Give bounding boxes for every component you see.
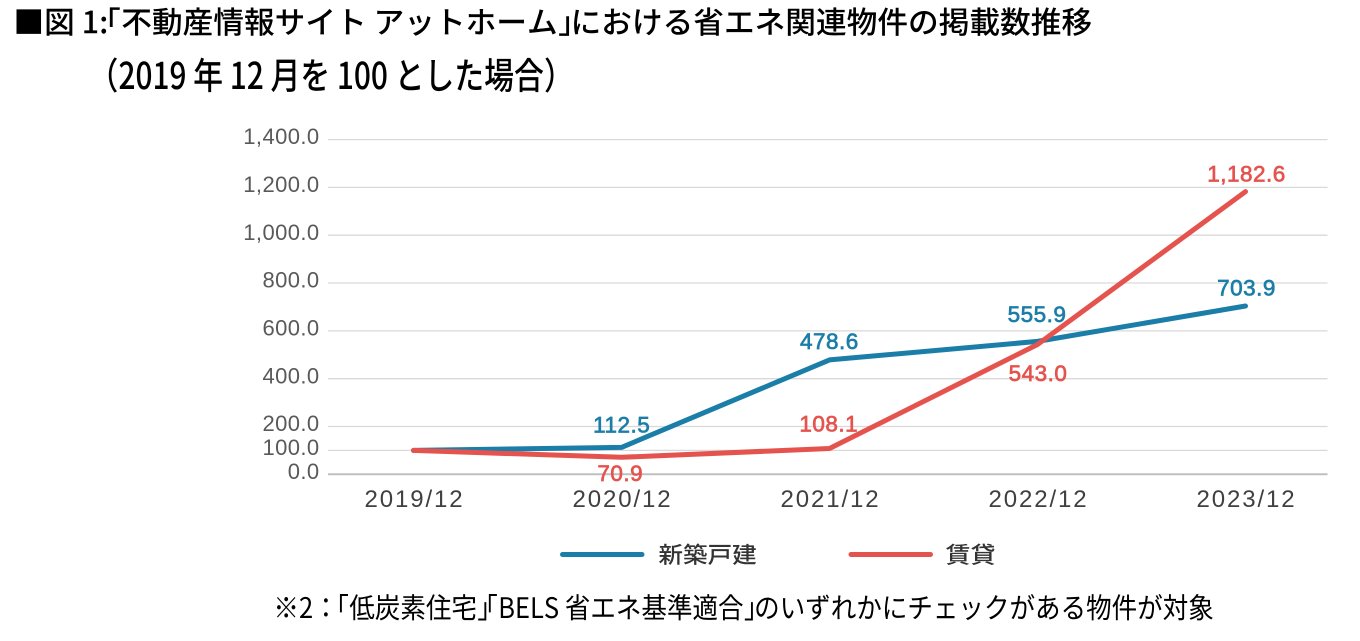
svg-text:70.9: 70.9: [597, 461, 643, 486]
svg-text:2023/12: 2023/12: [1196, 486, 1296, 513]
svg-text:2021/12: 2021/12: [780, 486, 880, 513]
svg-text:1,000.0: 1,000.0: [243, 220, 319, 245]
svg-text:703.9: 703.9: [1217, 276, 1276, 301]
svg-text:2019/12: 2019/12: [364, 486, 464, 513]
svg-text:100.0: 100.0: [262, 435, 319, 460]
svg-text:800.0: 800.0: [262, 268, 319, 293]
svg-text:543.0: 543.0: [1009, 361, 1068, 386]
svg-text:555.9: 555.9: [1008, 302, 1067, 327]
svg-text:2022/12: 2022/12: [988, 486, 1088, 513]
svg-text:200.0: 200.0: [262, 411, 319, 436]
svg-text:1,200.0: 1,200.0: [243, 172, 319, 197]
svg-text:0.0: 0.0: [288, 459, 320, 484]
svg-text:400.0: 400.0: [262, 363, 319, 388]
svg-text:112.5: 112.5: [593, 413, 650, 438]
svg-text:478.6: 478.6: [800, 329, 859, 354]
svg-text:2020/12: 2020/12: [572, 486, 672, 513]
svg-text:600.0: 600.0: [262, 316, 319, 341]
svg-text:108.1: 108.1: [799, 412, 858, 437]
svg-text:1,182.6: 1,182.6: [1207, 162, 1286, 187]
svg-text:1,400.0: 1,400.0: [243, 124, 319, 149]
